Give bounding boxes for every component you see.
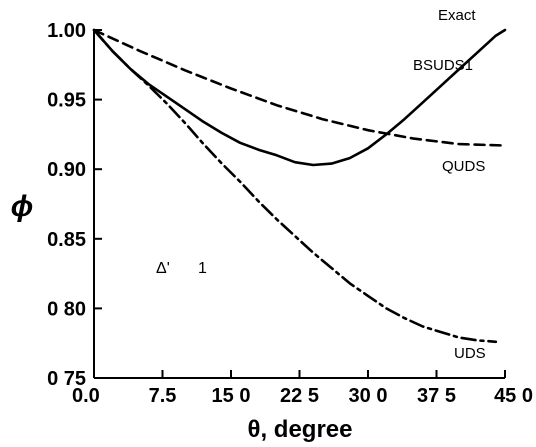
x-tick-label: 45 0 — [494, 385, 533, 407]
x-tick-label: 0.0 — [72, 385, 100, 407]
y-tick-label: 0.90 — [47, 159, 86, 181]
y-tick-label: 0.95 — [47, 90, 86, 112]
y-tick-label: 1.00 — [47, 20, 86, 42]
x-axis-ticks: 0.0 7.5 15 0 22 5 30 0 37 5 45 0 — [72, 370, 533, 407]
x-tick-label: 30 0 — [349, 385, 388, 407]
annotation-label: Exact — [438, 7, 476, 24]
series-uds-line — [92, 28, 498, 344]
annotation-label: UDS — [454, 345, 486, 362]
annotation-label: Δ' — [156, 260, 170, 277]
series-group — [92, 28, 507, 344]
y-tick-label: 0 75 — [47, 368, 86, 390]
annotation-label: BSUDS1 — [413, 57, 473, 74]
annotations-group: Exact BSUDS1 QUDS UDS Δ' 1 — [156, 7, 486, 362]
y-axis-title: ϕ — [11, 190, 34, 223]
x-tick-label: 7.5 — [149, 385, 177, 407]
series-quds-line — [92, 28, 507, 147]
x-tick-label: 37 5 — [417, 385, 456, 407]
x-tick-label: 15 0 — [212, 385, 251, 407]
x-tick-label: 22 5 — [280, 385, 319, 407]
annotation-label: QUDS — [442, 158, 485, 175]
y-tick-label: 0.85 — [47, 229, 86, 251]
y-axis-ticks: 0 75 0 80 0.85 0.90 0.95 1.00 — [47, 20, 102, 390]
series-bsuds1-line — [92, 28, 507, 167]
annotation-label: 1 — [198, 260, 207, 277]
x-axis-title: θ, degree — [247, 416, 352, 443]
y-tick-label: 0 80 — [47, 298, 86, 320]
